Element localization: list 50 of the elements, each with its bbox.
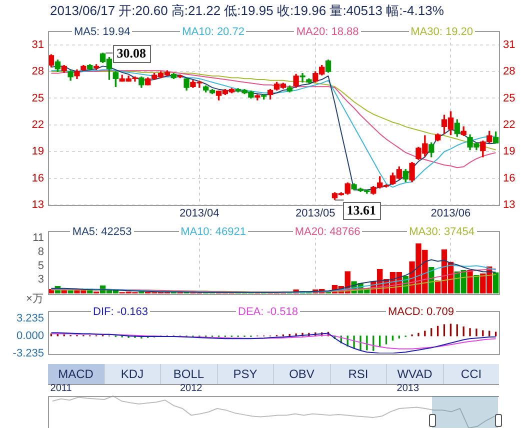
text: MA5: 19.94 bbox=[72, 26, 132, 38]
y-tick-label: 31 bbox=[32, 38, 44, 51]
x-tick-label: 2013/06 bbox=[430, 208, 471, 220]
y-tick-label: 5 bbox=[38, 260, 44, 272]
y-axis-title: ×万 bbox=[26, 292, 44, 306]
y-tick-label: 8 bbox=[38, 246, 44, 258]
text: CCI bbox=[442, 364, 499, 384]
text: MACD bbox=[48, 364, 104, 384]
y-tick-label: 3.235 bbox=[16, 312, 44, 325]
y2-tick-label: 16 bbox=[503, 172, 516, 184]
y2-tick-label: 25 bbox=[503, 92, 516, 104]
x-tick-label: 2011 bbox=[50, 382, 72, 394]
text: RSI bbox=[330, 364, 386, 384]
text: WVAD bbox=[386, 364, 442, 384]
chart-title: 2013/06/17 开:20.60 高:21.22 低:19.95 收:19.96 量:40513 幅:-4.13% bbox=[50, 2, 444, 20]
x-tick-label: 2012 bbox=[180, 382, 203, 394]
text: KDJ bbox=[104, 364, 160, 384]
series-label: MACD: 0.709 bbox=[386, 306, 456, 318]
y-tick-label: 28 bbox=[32, 66, 44, 78]
y-tick-label: 0.000 bbox=[16, 330, 44, 342]
y-tick-label: 22 bbox=[32, 118, 44, 131]
text: MA20: 18.88 bbox=[294, 26, 361, 38]
annotation: 13.61 bbox=[346, 202, 376, 218]
text: MA20: 48766 bbox=[292, 226, 362, 238]
text: OBV bbox=[273, 364, 330, 384]
text: MA5: 42253 bbox=[70, 226, 134, 238]
text: MA10: 20.72 bbox=[180, 26, 246, 38]
y-tick-label: -3.235 bbox=[12, 347, 44, 360]
text: BOLL bbox=[160, 364, 216, 384]
series-label: DIF: -0.163 bbox=[91, 306, 150, 318]
y2-tick-label: 28 bbox=[503, 66, 516, 78]
text: MA10: 46921 bbox=[178, 226, 248, 238]
series-label: DEA: -0.518 bbox=[236, 306, 300, 318]
y-tick-label: 13 bbox=[32, 199, 44, 212]
annotation: 30.08 bbox=[116, 45, 147, 60]
x-tick-label: 2013/04 bbox=[180, 208, 220, 220]
x-tick-label: 2013/05 bbox=[295, 208, 336, 220]
y2-tick-label: 19 bbox=[503, 146, 516, 158]
text: MA30: 19.20 bbox=[408, 26, 475, 38]
y-tick-label: 3 bbox=[38, 274, 44, 286]
text: MA30: 37454 bbox=[407, 226, 477, 238]
y2-tick-label: 13 bbox=[503, 199, 516, 212]
y2-tick-label: 22 bbox=[503, 118, 516, 131]
x-tick-label: 2013 bbox=[396, 382, 420, 394]
y-tick-label: 25 bbox=[32, 92, 44, 104]
y-tick-label: 19 bbox=[32, 146, 44, 158]
y-tick-label: 16 bbox=[32, 172, 44, 184]
y2-tick-label: 31 bbox=[503, 38, 516, 51]
y-tick-label: 11 bbox=[32, 232, 44, 244]
text: PSY bbox=[216, 364, 273, 384]
